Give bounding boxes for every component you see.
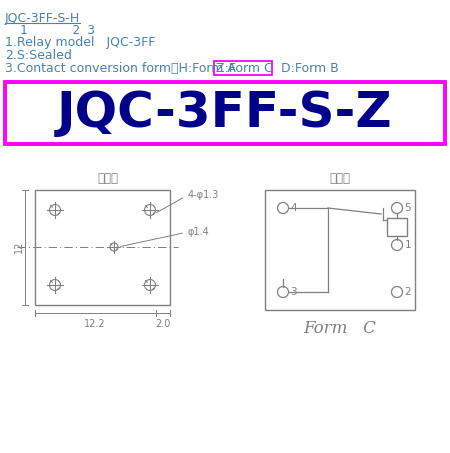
Text: Form   C: Form C (304, 320, 377, 337)
Bar (265, 190, 415, 310)
Text: 安装图: 安装图 (98, 172, 118, 185)
Text: 接线图: 接线图 (329, 172, 351, 185)
Text: φ1.4: φ1.4 (121, 227, 210, 246)
Text: 1.Relay model   JQC-3FF: 1.Relay model JQC-3FF (5, 36, 155, 49)
Text: 1: 1 (405, 240, 411, 250)
Text: 12: 12 (14, 241, 24, 253)
Text: 5: 5 (405, 203, 411, 213)
Text: D:Form B: D:Form B (273, 62, 339, 75)
Text: JQC-3FF-S-Z: JQC-3FF-S-Z (57, 89, 393, 137)
Text: Z:Form C: Z:Form C (216, 62, 273, 75)
Text: 2.S:Sealed: 2.S:Sealed (5, 49, 72, 62)
Text: 4-φ1.3: 4-φ1.3 (157, 190, 220, 212)
Text: 1      2 3: 1 2 3 (5, 24, 95, 37)
Text: 2.0: 2.0 (155, 319, 171, 329)
Bar (35, 190, 170, 305)
Text: 2: 2 (405, 287, 411, 297)
Bar (387, 217, 407, 236)
Text: 4: 4 (291, 203, 297, 213)
Text: 3: 3 (291, 287, 297, 297)
Text: JQC-3FF-S-H: JQC-3FF-S-H (5, 12, 80, 25)
Bar (5, 82, 445, 144)
Text: 12.2: 12.2 (84, 319, 106, 329)
Text: 3.Contact conversion form：H:Form A: 3.Contact conversion form：H:Form A (5, 62, 240, 75)
